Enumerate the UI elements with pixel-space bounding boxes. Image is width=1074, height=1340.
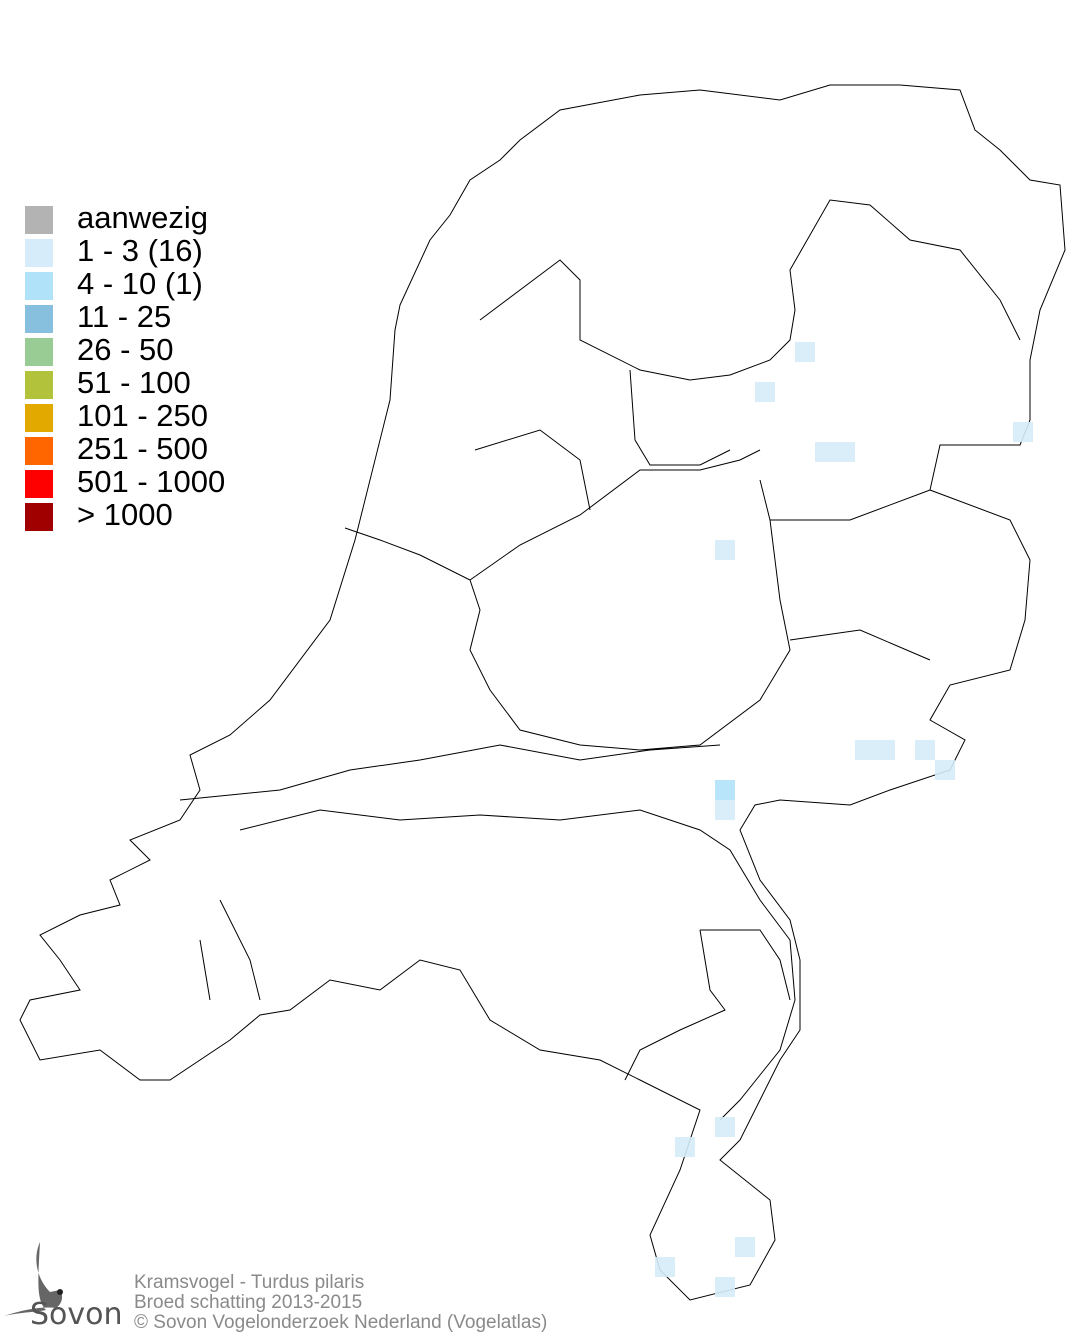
- grid-cell: [835, 442, 855, 462]
- legend-label: 101 - 250: [77, 398, 208, 433]
- grid-cell: [855, 740, 875, 760]
- grid-cell: [795, 342, 815, 362]
- legend-item: 101 - 250: [25, 399, 208, 434]
- legend-swatch: [25, 403, 53, 432]
- grid-cell: [715, 1277, 735, 1297]
- legend-swatch: [25, 502, 53, 531]
- grid-cell: [715, 1117, 735, 1137]
- legend-swatch: [25, 337, 53, 366]
- legend-swatch: [25, 271, 53, 300]
- legend-label: 251 - 500: [77, 431, 208, 466]
- legend-swatch: [25, 238, 53, 267]
- grid-cell: [655, 1257, 675, 1277]
- map-caption: Kramsvogel - Turdus pilaris Broed schatt…: [134, 1273, 547, 1333]
- grid-cell: [715, 800, 735, 820]
- grid-cell: [935, 760, 955, 780]
- legend-label: 4 - 10 (1): [77, 266, 203, 301]
- grid-cell: [915, 740, 935, 760]
- legend-item: 1 - 3 (16): [25, 234, 203, 269]
- legend-label: aanwezig: [77, 200, 208, 235]
- legend-label: 11 - 25: [77, 299, 172, 334]
- species-name: Kramsvogel - Turdus pilaris: [134, 1272, 365, 1293]
- legend-label: 1 - 3 (16): [77, 233, 203, 268]
- survey-period: Broed schatting 2013-2015: [134, 1292, 363, 1313]
- logo-text: Sovon: [30, 1297, 123, 1332]
- legend-swatch: [25, 436, 53, 465]
- legend-label: 501 - 1000: [77, 464, 226, 499]
- grid-cell: [755, 382, 775, 402]
- legend-label: 26 - 50: [77, 332, 174, 367]
- grid-cell: [715, 540, 735, 560]
- legend-item: aanwezig: [25, 201, 208, 236]
- grid-cell: [675, 1137, 695, 1157]
- legend-label: 51 - 100: [77, 365, 191, 400]
- legend-item: > 1000: [25, 498, 173, 533]
- legend-item: 26 - 50: [25, 333, 174, 368]
- grid-cell: [815, 442, 835, 462]
- grid-cell: [875, 740, 895, 760]
- legend-swatch: [25, 469, 53, 498]
- grid-cell: [735, 1237, 755, 1257]
- legend-item: 51 - 100: [25, 366, 191, 401]
- sovon-swallow-logo-icon: [4, 1242, 63, 1316]
- country-outline: [19, 84, 1066, 1301]
- grid-cell: [1013, 422, 1033, 442]
- legend-swatch: [25, 370, 53, 399]
- legend-label: > 1000: [77, 497, 173, 532]
- copyright: © Sovon Vogelonderzoek Nederland (Vogela…: [134, 1312, 548, 1333]
- legend: aanwezig 1 - 3 (16) 4 - 10 (1) 11 - 25 2…: [25, 201, 225, 533]
- legend-item: 11 - 25: [25, 300, 171, 335]
- legend-swatch: [25, 304, 53, 333]
- legend-item: 251 - 500: [25, 432, 208, 467]
- ijsselmeer-outline: [479, 199, 1021, 381]
- legend-swatch: [25, 205, 53, 234]
- legend-item: 4 - 10 (1): [25, 267, 203, 302]
- grid-cell: [715, 780, 735, 800]
- legend-item: 501 - 1000: [25, 465, 225, 500]
- province-borders: [179, 369, 931, 1121]
